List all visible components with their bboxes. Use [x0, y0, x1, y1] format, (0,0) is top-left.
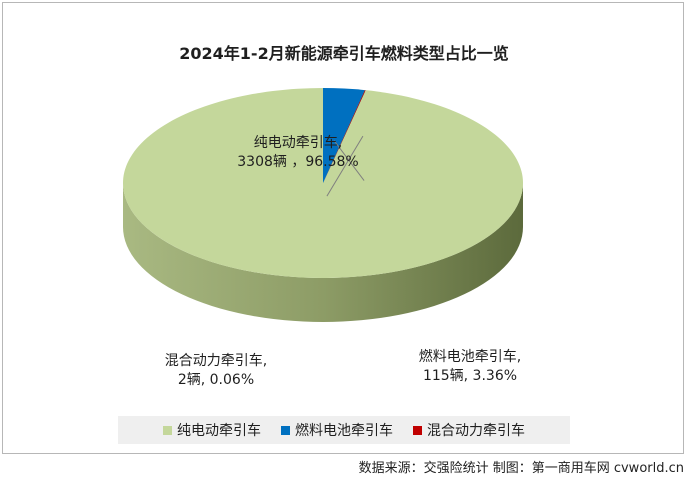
label-hybrid-value: 2辆, 0.06%	[177, 372, 255, 388]
leader-fcev	[333, 140, 365, 181]
label-hybrid: 混合动力牵引车, 2辆, 0.06%	[136, 352, 296, 390]
legend-swatch-bev	[163, 425, 172, 435]
legend-swatch-hybrid	[413, 425, 422, 435]
leader-hybrid	[326, 135, 364, 197]
legend-label-fcev: 燃料电池牵引车	[295, 423, 393, 439]
legend: 纯电动牵引车 燃料电池牵引车 混合动力牵引车	[118, 416, 570, 444]
legend-item-hybrid: 混合动力牵引车	[413, 420, 525, 440]
pie-slice-hybrid	[323, 90, 366, 183]
legend-item-bev: 纯电动牵引车	[163, 420, 261, 440]
pie-slice-bev	[123, 88, 524, 278]
pie-slice-fcev	[323, 88, 365, 183]
label-fcev-value: 115辆, 3.36%	[422, 368, 518, 384]
legend-swatch-fcev	[281, 425, 290, 435]
pie-tops	[123, 88, 524, 278]
label-hybrid-name: 混合动力牵引车,	[164, 353, 268, 369]
legend-item-fcev: 燃料电池牵引车	[281, 420, 393, 440]
label-bev-value: 3308辆 ，96.58%	[237, 154, 359, 170]
label-bev: 纯电动牵引车, 3308辆 ，96.58%	[220, 134, 376, 172]
label-fcev-name: 燃料电池牵引车,	[418, 349, 522, 365]
pie-side-bev	[123, 183, 523, 322]
legend-label-hybrid: 混合动力牵引车	[427, 423, 525, 439]
legend-label-bev: 纯电动牵引车	[177, 423, 261, 439]
source-note: 数据来源：交强险统计 制图：第一商用车网 cvworld.cn	[358, 461, 684, 476]
label-bev-name: 纯电动牵引车,	[253, 135, 343, 151]
chart-title: 2024年1-2月新能源牵引车燃料类型占比一览	[179, 44, 509, 63]
label-fcev: 燃料电池牵引车, 115辆, 3.36%	[390, 348, 550, 386]
leader-lines	[326, 135, 365, 197]
